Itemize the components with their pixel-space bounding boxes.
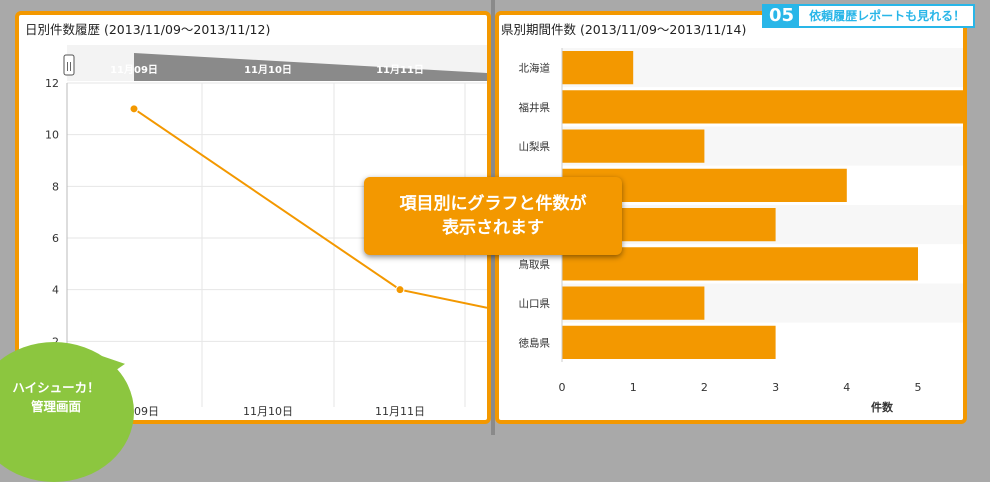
bar (562, 325, 776, 359)
x-tick-label: 11月10日 (243, 405, 293, 418)
bar (562, 247, 918, 281)
y-tick-label: 2 (52, 335, 59, 348)
x-tick-label: 11月11日 (375, 405, 425, 418)
category-label: 福井県 (519, 101, 551, 114)
x-tick-label: 4 (843, 381, 850, 394)
navigator-date-label: 11月09日 (110, 64, 158, 76)
feature-number: 05 (764, 6, 800, 26)
navigator-handle-glyph: || (66, 62, 72, 72)
bar (562, 90, 963, 124)
callout-line-2: 表示されます (442, 218, 544, 238)
y-tick-label: 10 (45, 129, 59, 142)
category-label: 山口県 (519, 298, 551, 310)
navigator-handle-left (63, 54, 75, 76)
bar (562, 51, 634, 85)
corner-bubble-text: ハイシューカ！ 管理画面 (0, 378, 112, 416)
x-tick-label: 0 (559, 381, 566, 394)
y-tick-label: 4 (52, 284, 59, 297)
navigator-date-label: 11月11日 (376, 64, 424, 76)
feature-text: 依頼履歴レポートも見れる！ (809, 9, 966, 23)
category-label: 山梨県 (519, 140, 551, 153)
series-point (395, 285, 405, 295)
x-tick-label: 1 (630, 381, 637, 394)
x-tick-label: 2 (701, 381, 708, 394)
bar (562, 129, 705, 163)
callout-line-1: 項目別にグラフと件数が (399, 194, 587, 214)
category-label: 鳥取県 (519, 258, 551, 271)
y-tick-label: 8 (52, 180, 59, 193)
corner-line-1: ハイシューカ！ (12, 380, 100, 395)
navigator-date-label: 11月10日 (244, 64, 292, 76)
category-label: 徳島県 (519, 336, 551, 349)
bar (562, 286, 705, 320)
corner-line-2: 管理画面 (30, 399, 81, 414)
series-point (129, 104, 139, 114)
daily-chart-title: 日別件数履歴 (2013/11/09〜2013/11/12) (25, 22, 271, 37)
y-tick-label: 12 (45, 77, 59, 90)
prefecture-chart-title: 県別期間件数 (2013/11/09〜2013/11/14) (501, 22, 747, 37)
y-tick-label: 6 (52, 232, 59, 245)
category-label: 北海道 (519, 62, 551, 75)
navigator-series-area (134, 53, 487, 81)
x-axis-title: 件数 (871, 400, 894, 414)
feature-badge: 05 依頼履歴レポートも見れる！ (762, 4, 976, 28)
x-tick-label: 3 (772, 381, 779, 394)
x-tick-label: 5 (915, 381, 922, 394)
callout-box: 項目別にグラフと件数が 表示されます (364, 177, 622, 255)
